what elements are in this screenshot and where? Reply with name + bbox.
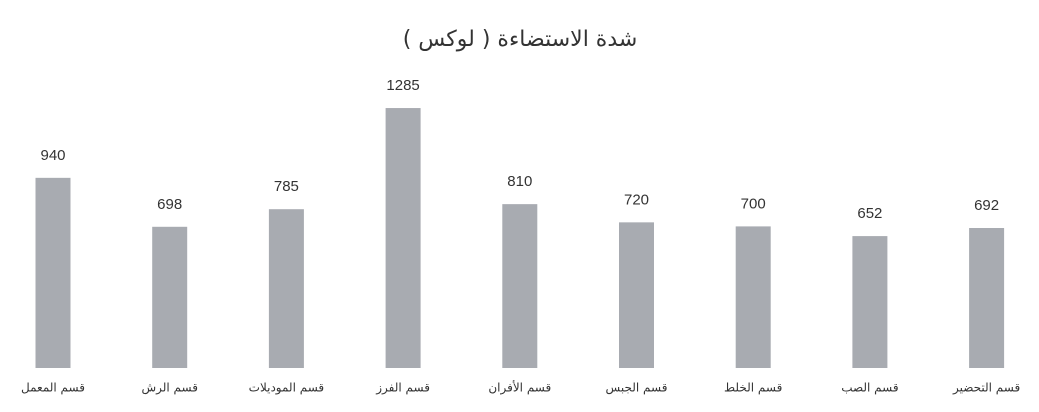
value-label: 692 bbox=[974, 197, 999, 214]
bar bbox=[35, 177, 71, 368]
value-label: 720 bbox=[624, 191, 649, 208]
x-tick-label: قسم الفرز bbox=[375, 381, 430, 396]
value-label: 785 bbox=[274, 178, 299, 195]
value-label: 700 bbox=[741, 195, 766, 212]
x-tick-label: قسم الرش bbox=[141, 381, 198, 396]
value-label: 940 bbox=[40, 147, 65, 164]
x-tick-label: قسم الجبس bbox=[606, 381, 668, 396]
bar bbox=[735, 226, 771, 368]
x-tick-label: قسم الموديلات bbox=[249, 381, 325, 396]
bar bbox=[852, 236, 888, 368]
x-tick-label: قسم الخلط bbox=[724, 381, 782, 395]
bar bbox=[969, 228, 1005, 368]
bar bbox=[502, 204, 538, 368]
x-tick-label: قسم الأفران bbox=[488, 380, 551, 396]
x-tick-label: قسم الصب bbox=[841, 381, 898, 395]
bar bbox=[619, 222, 654, 368]
bar bbox=[152, 226, 188, 368]
value-label: 810 bbox=[507, 173, 532, 190]
x-tick-label: قسم المعمل bbox=[21, 381, 85, 395]
bar bbox=[385, 108, 421, 369]
value-label: 1285 bbox=[386, 77, 419, 94]
value-label: 652 bbox=[857, 205, 882, 222]
x-tick-label: قسم التحضير bbox=[952, 381, 1020, 396]
value-label: 698 bbox=[157, 196, 182, 213]
bar bbox=[268, 209, 304, 368]
chart-title: شدة الاستضاءة ( لوكس ) bbox=[403, 27, 638, 52]
